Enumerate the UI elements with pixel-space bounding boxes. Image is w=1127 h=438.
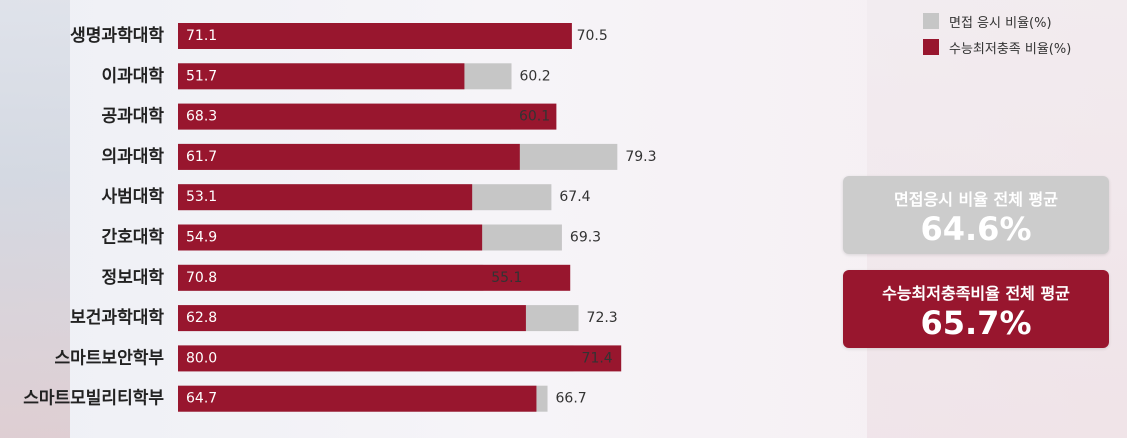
bar-csat (178, 63, 465, 90)
category-label: 의과대학 (101, 147, 164, 167)
legend-item-interview: 면접 응시 비율(%) (923, 8, 1071, 34)
category-label: 사범대학 (101, 187, 164, 207)
category-label: 간호대학 (101, 228, 164, 248)
value-label-interview: 60.2 (520, 68, 551, 84)
value-label-interview: 66.7 (556, 391, 587, 407)
category-label: 보건과학대학 (70, 308, 164, 328)
legend-label-interview: 면접 응시 비율(%) (949, 15, 1052, 31)
category-label: 스마트보안학부 (55, 348, 165, 368)
bar-csat (178, 224, 483, 251)
value-label-interview: 79.3 (625, 149, 656, 165)
category-label: 정보대학 (101, 268, 164, 288)
bar-csat (178, 103, 557, 130)
csat-average-box: 수능최저충족비율 전체 평균 65.7% (843, 270, 1109, 348)
bar-csat (178, 184, 473, 211)
value-label-interview: 71.4 (582, 350, 613, 366)
value-label-interview: 60.1 (519, 109, 550, 125)
value-label-interview: 69.3 (570, 230, 601, 246)
value-label-csat: 51.7 (186, 68, 217, 84)
value-label-csat: 62.8 (186, 310, 217, 326)
csat-average-value: 65.7% (920, 304, 1032, 342)
value-label-csat: 53.1 (186, 189, 217, 205)
value-label-interview: 67.4 (559, 189, 590, 205)
interview-average-title: 면접응시 비율 전체 평균 (894, 190, 1058, 209)
category-label: 스마트모빌리티학부 (23, 389, 164, 409)
value-label-interview: 72.3 (587, 310, 618, 326)
category-label: 생명과학대학 (70, 26, 164, 46)
value-label-csat: 71.1 (186, 28, 217, 44)
category-label: 이과대학 (101, 66, 164, 86)
value-label-csat: 68.3 (186, 109, 217, 125)
value-label-interview: 55.1 (491, 270, 522, 286)
value-label-csat: 61.7 (186, 149, 217, 165)
interview-average-value: 64.6% (920, 210, 1032, 248)
chart-legend: 면접 응시 비율(%) 수능최저충족 비율(%) (923, 8, 1071, 60)
interview-average-box: 면접응시 비율 전체 평균 64.6% (843, 176, 1109, 254)
category-label: 공과대학 (101, 107, 164, 127)
value-label-csat: 64.7 (186, 391, 217, 407)
value-label-interview: 70.5 (577, 28, 608, 44)
bar-csat (178, 264, 571, 291)
value-label-csat: 70.8 (186, 270, 217, 286)
value-label-csat: 54.9 (186, 230, 217, 246)
legend-swatch-red (923, 39, 939, 55)
legend-item-csat: 수능최저충족 비율(%) (923, 34, 1071, 60)
legend-swatch-gray (923, 13, 939, 29)
legend-label-csat: 수능최저충족 비율(%) (949, 41, 1072, 57)
bar-csat (178, 385, 537, 412)
bar-csat (178, 23, 572, 49)
bar-csat (178, 345, 622, 372)
value-label-csat: 80.0 (186, 350, 217, 366)
csat-average-title: 수능최저충족비율 전체 평균 (882, 284, 1070, 303)
bar-csat (178, 305, 526, 332)
background-building-left (0, 0, 70, 438)
bar-csat (178, 143, 520, 170)
